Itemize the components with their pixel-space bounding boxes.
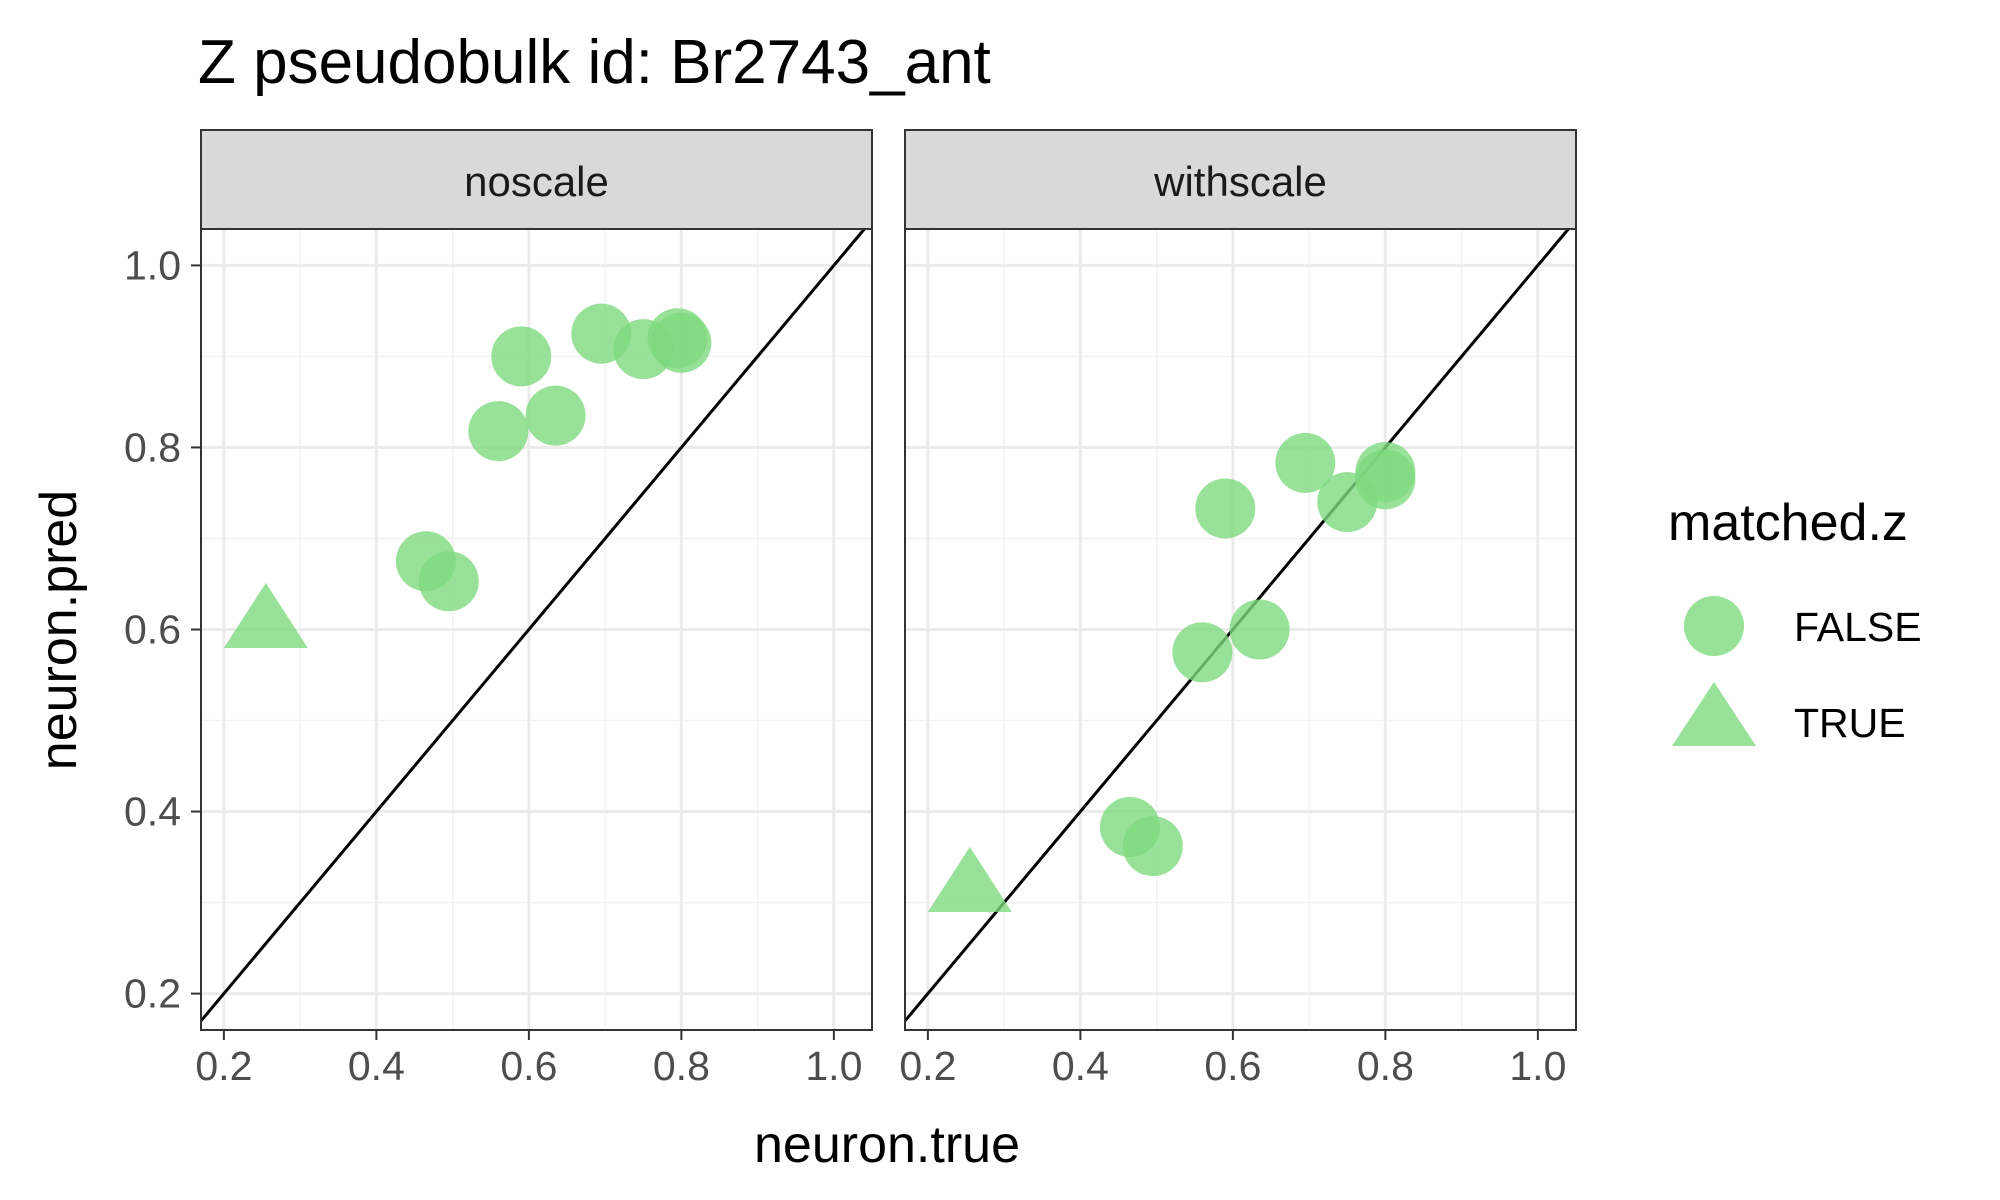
chart-title: Z pseudobulk id: Br2743_ant [198,28,991,97]
point-circle-3 [1172,622,1233,683]
x-tick-label: 0.2 [899,1043,956,1089]
legend-key-triangle [1672,682,1756,746]
x-tick-label: 0.8 [1357,1043,1414,1089]
point-circle-5 [525,385,586,446]
x-tick-label: 0.4 [348,1043,405,1089]
legend: matched.z FALSE TRUE [1668,494,1922,746]
point-circle-4 [491,326,552,387]
x-tick-label: 0.6 [1204,1043,1261,1089]
x-tick-label: 0.6 [500,1043,557,1089]
x-tick-label: 0.8 [653,1043,710,1089]
point-circle-5 [1229,599,1290,660]
panel-border [904,228,1577,1031]
y-tick-label: 0.4 [124,789,181,835]
point-circle-3 [468,401,529,462]
point-circle-2 [1122,816,1183,877]
y-tick-label: 0.6 [124,607,181,653]
x-axis-title: neuron.true [754,1116,1020,1174]
facet-label-withscale: withscale [1153,158,1327,205]
panels: noscale 0.2 0.4 0.6 0.8 1.0 withscale 0.2 0.4 0.6… [124,129,1577,1089]
point-circle-9 [1355,442,1416,503]
point-circle-4 [1195,478,1256,539]
y-tick-label: 0.2 [124,971,181,1017]
point-triangle-0 [223,582,308,649]
facet-label-noscale: noscale [464,158,609,205]
facet-strip [904,129,1577,230]
legend-label-false: FALSE [1794,604,1922,650]
legend-key-circle [1684,596,1744,656]
point-circle-2 [418,551,479,612]
legend-title: matched.z [1668,494,1908,552]
point-circle-9 [651,312,712,373]
point-triangle-0 [927,846,1012,913]
y-axis-title: neuron.pred [30,490,88,770]
x-tick-label: 1.0 [1509,1043,1566,1089]
facet-strip [200,129,873,230]
x-tick-label: 0.2 [195,1043,252,1089]
legend-label-true: TRUE [1794,700,1906,746]
x-tick-label: 1.0 [805,1043,862,1089]
identity-line [199,228,866,1022]
y-tick-label: 1.0 [124,242,181,288]
point-circle-6 [1275,432,1336,493]
y-tick-label: 0.8 [124,424,181,470]
panel-noscale: noscale 0.2 0.4 0.6 0.8 1.0 [195,129,873,1089]
x-tick-label: 0.4 [1052,1043,1109,1089]
panel-withscale: withscale 0.2 0.4 0.6 0.8 1.0 [899,129,1577,1089]
